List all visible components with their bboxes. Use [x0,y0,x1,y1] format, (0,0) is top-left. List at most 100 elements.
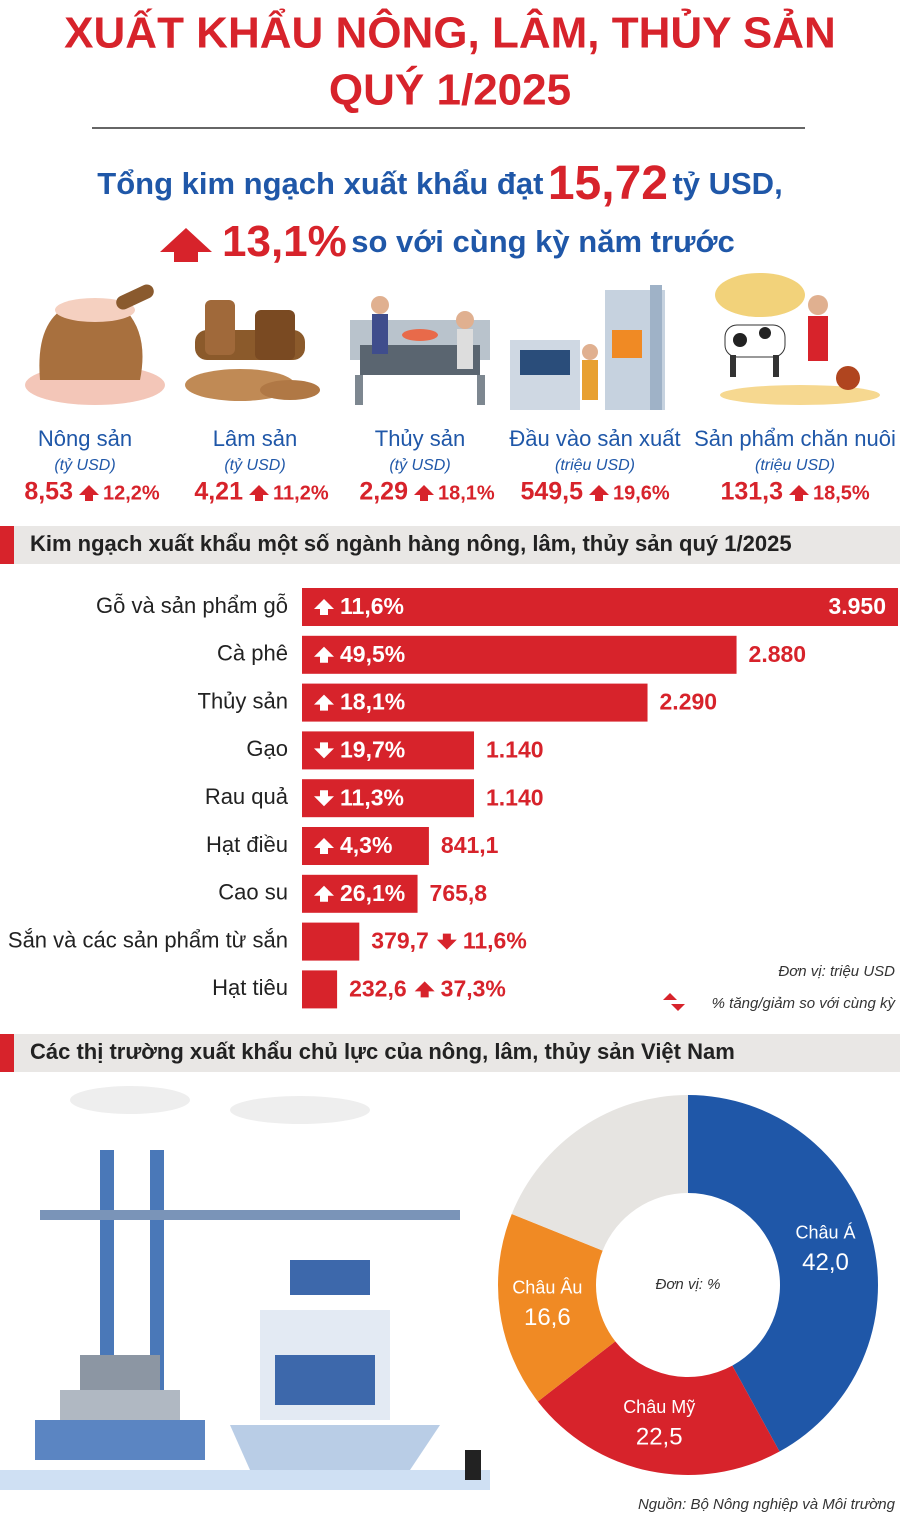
value-label: 379,7 [371,928,429,954]
legend-icon [671,1004,685,1011]
category-label: Cà phê [217,641,288,666]
sector-change: 18,5% [813,482,870,504]
section-title: Kim ngạch xuất khẩu một số ngành hàng nô… [30,531,792,556]
donut-slice [688,1095,879,1452]
slice-name: Châu Mỹ [623,1397,695,1417]
bar [302,970,338,1009]
port-illustration [0,1086,490,1490]
sector-unit: (triệu USD) [755,457,835,474]
slice-value: 22,5 [636,1423,683,1450]
up-arrow [79,485,99,501]
section-header [0,1034,900,1072]
up-arrow [314,885,334,902]
livestock [715,273,880,405]
donut-slice [497,1213,616,1402]
change-label: 49,5% [340,641,405,667]
sector-unit: (tỷ USD) [224,457,285,474]
sector-change: 11,2% [273,482,329,504]
sector-change: 12,2% [103,482,160,504]
legend-icon [663,993,677,1000]
category-label: Sắn và các sản phẩm từ sắn [8,927,288,952]
change-label: 18,1% [340,689,405,715]
up-arrow [249,485,269,501]
sector-name: Thủy sản [375,426,466,451]
summary-total: 15,72 [548,157,668,210]
summary-unit: tỷ USD, [672,166,782,201]
title-line: QUÝ 1/2025 [329,65,571,115]
up-arrow [314,694,334,711]
title-line: XUẤT KHẨU NÔNG, LÂM, THỦY SẢN [64,7,836,58]
change-label: 11,6% [463,928,527,954]
donut-slice [537,1341,780,1475]
slice-value: 42,0 [802,1249,849,1276]
sector-name: Sản phẩm chăn nuôi [694,426,896,451]
change-label: 37,3% [441,975,506,1001]
section-marker [0,526,14,564]
summary-growth-text: so với cùng kỳ năm trước [351,224,735,259]
value-label: 3.950 [828,593,886,619]
category-label: Hạt tiêu [212,975,288,1000]
donut-slice [511,1095,688,1251]
sector-unit: (triệu USD) [555,457,635,474]
category-label: Gạo [246,736,288,761]
sector-value: 549,5 [520,478,583,506]
slice-name: Châu Âu [512,1277,582,1297]
down-arrow [436,933,457,950]
bar [302,588,898,626]
up-arrow-icon [160,228,212,262]
unit-note: Đơn vị: triệu USD [778,963,895,980]
sector-list: Nông sản (tỷ USD) 8,53 12,2% Lâm sản (tỷ USD)… [24,426,896,506]
section-header [0,526,900,564]
value-label: 765,8 [430,880,488,906]
up-arrow [314,838,334,854]
slice-name: Châu Á [796,1222,856,1242]
up-arrow [314,599,334,615]
category-label: Rau quả [205,784,289,809]
sector-unit: (tỷ USD) [54,457,115,474]
down-arrow [314,790,334,807]
bar [302,635,737,674]
change-label: 19,7% [340,736,405,762]
sector-change: 18,1% [438,482,495,504]
change-label: 26,1% [340,880,405,906]
bar [302,922,360,961]
change-label: 11,6% [340,593,404,619]
sector-change: 19,6% [613,482,670,504]
sector-value: 131,3 [720,478,783,506]
value-label: 841,1 [441,832,499,858]
summary-growth: 13,1% [222,217,347,266]
up-arrow [789,485,809,501]
category-label: Cao su [218,880,288,905]
bar-chart: Gỗ và sản phẩm gỗ 11,6% 3.950 Cà phê 49,5% 2.… [8,588,898,1009]
sector-name: Nông sản [38,426,132,451]
up-arrow [314,646,334,663]
value-label: 2.880 [749,641,807,667]
category-label: Gỗ và sản phẩm gỗ [96,593,288,618]
section-title: Các thị trường xuất khẩu chủ lực của nôn… [30,1039,735,1064]
sector-value: 4,21 [194,478,243,506]
change-label: 11,3% [340,784,404,810]
machinery [510,285,665,410]
value-label: 1.140 [486,736,544,762]
summary-line: 13,1% so với cùng kỳ năm trước [222,217,735,266]
source: Nguồn: Bộ Nông nghiệp và Môi trường [638,1496,896,1513]
up-arrow [589,485,609,501]
value-label: 232,6 [349,975,407,1001]
category-label: Thủy sản [198,688,289,713]
section-marker [0,1034,14,1072]
illustrations [25,273,880,410]
value-label: 2.290 [660,689,718,715]
legend-note: % tăng/giảm so với cùng kỳ [712,995,897,1012]
up-arrow [414,485,434,501]
seafood-factory [350,296,490,405]
change-label: 4,3% [340,832,392,858]
value-label: 1.140 [486,784,544,810]
summary-line: Tổng kim ngạch xuất khẩu đạt 15,72 tỷ US… [97,157,782,210]
slice-value: 16,6 [524,1304,571,1331]
wood [185,300,320,401]
category-label: Hạt điều [206,832,288,857]
sector-value: 2,29 [359,478,408,506]
sector-name: Lâm sản [213,426,297,451]
